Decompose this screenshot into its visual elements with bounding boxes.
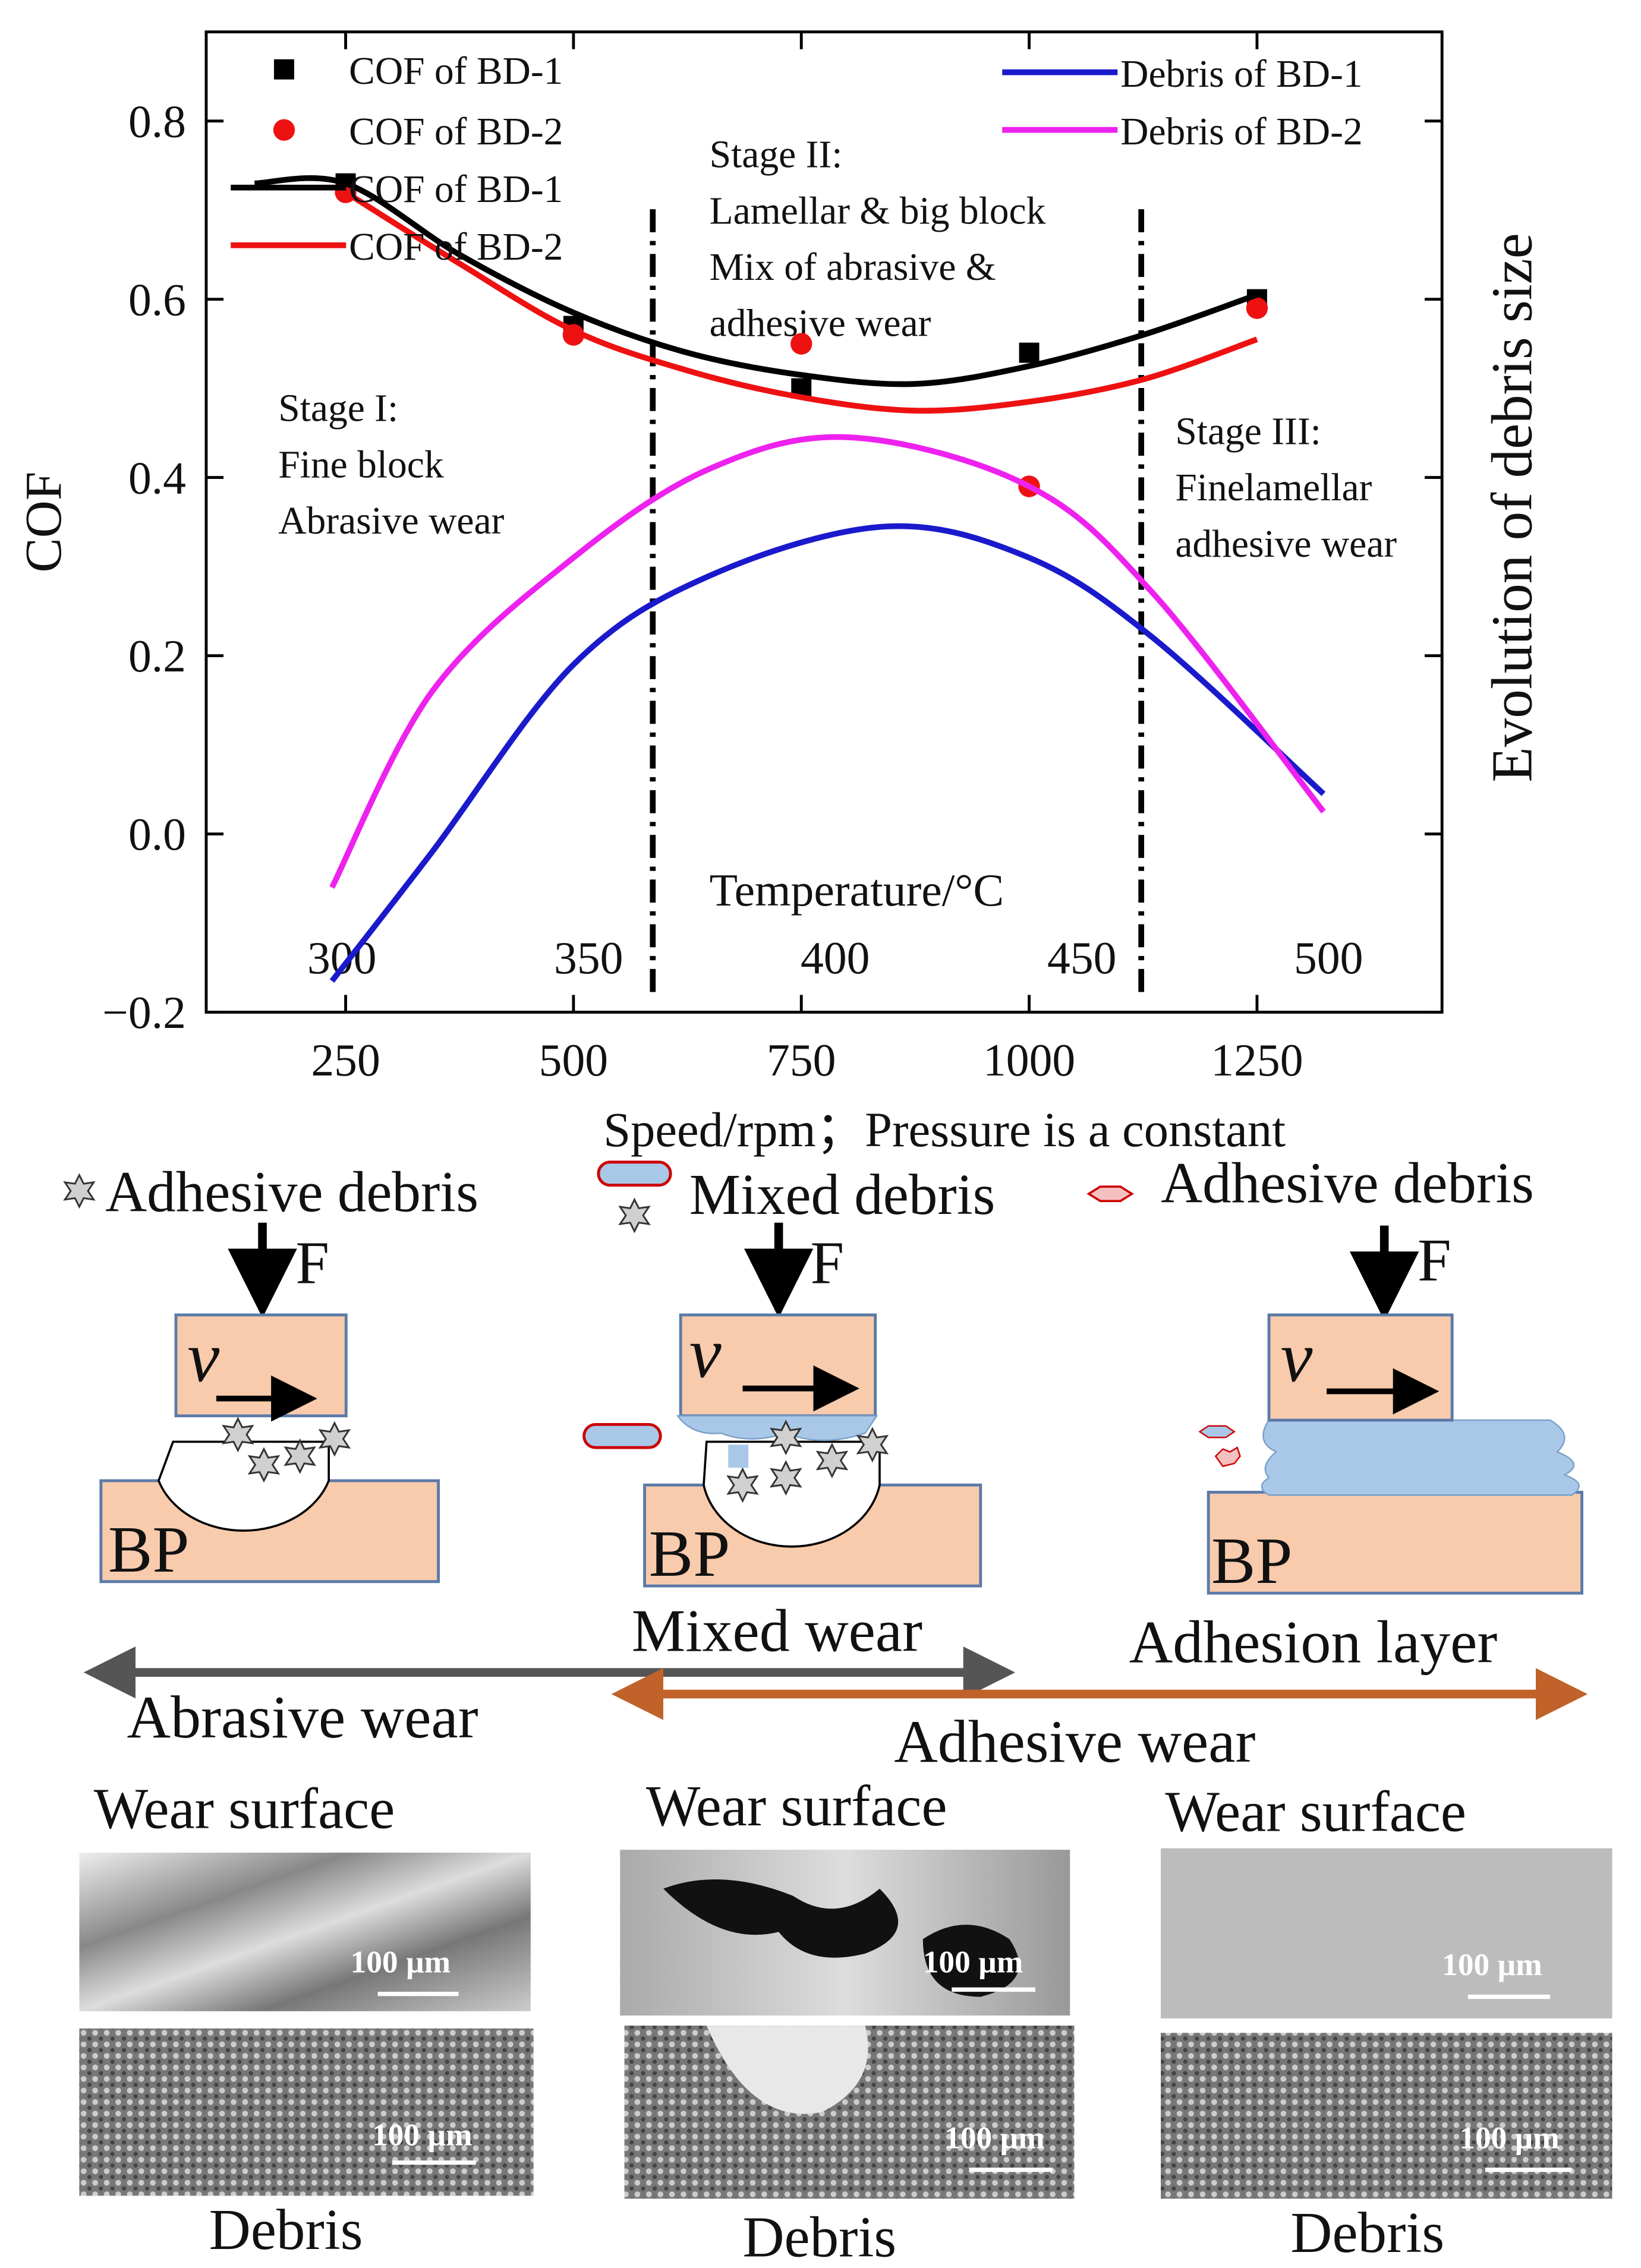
y-tick-label: 0.8: [128, 96, 186, 147]
icon: [597, 1160, 672, 1187]
debris-title: Debris: [742, 2205, 896, 2268]
wear-feature: [706, 2026, 868, 2114]
surface-title: Wear surface: [1165, 1780, 1466, 1844]
scale-label: 100 µm: [923, 1944, 1023, 1979]
y2-axis-label: Evolution of debris size: [1481, 233, 1544, 782]
point: [1019, 342, 1040, 363]
velocity-label: v: [689, 1313, 722, 1393]
velocity-label: v: [187, 1318, 219, 1398]
annotation: Stage I:: [278, 387, 398, 430]
transfer-layer: [676, 1415, 878, 1441]
x-tick-label: 500: [539, 1034, 608, 1086]
regime-label: Adhesive wear: [894, 1708, 1255, 1775]
wear-feature: [663, 1879, 1019, 1997]
x2-axis-label: Temperature/°C: [710, 865, 1004, 916]
legend-label: Debris of BD-1: [1120, 53, 1362, 96]
icon: [619, 1198, 650, 1232]
annotation: Stage III:: [1175, 411, 1321, 453]
micrograph: [79, 2028, 534, 2196]
debris: [582, 1422, 662, 1449]
annotation: adhesive wear: [1175, 523, 1397, 566]
annotation: adhesive wear: [710, 302, 931, 345]
legend-label: COF of BD-1: [349, 168, 563, 211]
debris: [1198, 1425, 1236, 1439]
debris: [1214, 1446, 1241, 1468]
legend-marker: [273, 119, 295, 141]
y-tick-label: 0.4: [128, 452, 186, 503]
x2-tick-label: 400: [801, 932, 870, 983]
y-tick-label: −0.2: [102, 987, 186, 1038]
surface-title: Wear surface: [94, 1777, 395, 1841]
wear-label: Adhesion layer: [1129, 1609, 1498, 1676]
scale-label: 100 µm: [944, 2119, 1045, 2155]
adhesion-layer: [1261, 1419, 1580, 1496]
regime-label: Abrasive wear: [127, 1684, 478, 1751]
fit-line: [329, 434, 1326, 889]
x2-tick-label: 500: [1294, 932, 1363, 983]
y-axis-label: COF: [14, 472, 72, 573]
force-label: F: [811, 1230, 845, 1297]
fit-line: [344, 190, 1258, 414]
force-label: F: [295, 1230, 329, 1297]
wear-label: Mixed wear: [632, 1597, 922, 1664]
velocity-label: v: [1280, 1318, 1312, 1398]
annotation: Fine block: [278, 443, 444, 486]
debris: [728, 1444, 749, 1468]
point: [790, 333, 812, 355]
legend-label: COF of BD-1: [349, 50, 563, 93]
icon: [1086, 1185, 1134, 1203]
icon: [64, 1174, 95, 1208]
x-tick-label: 750: [767, 1034, 836, 1086]
legend-label: Adhesive debris: [1161, 1152, 1534, 1215]
annotation: Finelamellar: [1175, 466, 1372, 509]
base-label: BP: [649, 1518, 730, 1591]
legend-label: Mixed debris: [689, 1163, 996, 1226]
legend-label: COF of BD-2: [349, 226, 563, 269]
scale-label: 100 µm: [1442, 1947, 1542, 1982]
x-tick-label: 1250: [1211, 1034, 1303, 1086]
base-label: BP: [1211, 1525, 1293, 1598]
micrograph: [1161, 1848, 1612, 2018]
point: [1246, 297, 1268, 319]
y-tick-label: 0.6: [128, 274, 186, 325]
legend-label: COF of BD-2: [349, 111, 563, 153]
x2-tick-label: 450: [1047, 932, 1116, 983]
legend-label: Adhesive debris: [105, 1160, 478, 1223]
x-tick-label: 1000: [983, 1034, 1075, 1086]
fit-line: [329, 523, 1326, 983]
annotation: Abrasive wear: [278, 500, 504, 542]
y-tick-label: 0.2: [128, 630, 186, 682]
scale-label: 100 µm: [351, 1944, 451, 1979]
annotation: Lamellar & big block: [710, 190, 1046, 232]
annotation: Mix of abrasive &: [710, 246, 996, 289]
debris-title: Debris: [209, 2198, 363, 2261]
diagram: Adhesive debris Mixed debris Adhesive de…: [64, 1152, 1612, 2268]
micrograph: [1161, 2033, 1612, 2199]
x-axis-label: Speed/rpm；Pressure is a constant: [603, 1102, 1286, 1157]
annotation: Stage II:: [710, 134, 843, 176]
x-tick-label: 250: [311, 1034, 380, 1086]
legend-label: Debris of BD-2: [1120, 111, 1362, 153]
x2-tick-label: 350: [554, 932, 623, 983]
y-tick-label: 0.0: [128, 809, 186, 860]
force-label: F: [1418, 1227, 1451, 1294]
scale-label: 100 µm: [372, 2116, 473, 2152]
scale-label: 100 µm: [1459, 2119, 1560, 2155]
base-label: BP: [108, 1513, 190, 1586]
plot-frame: [204, 30, 1444, 1014]
base-block: [1207, 1490, 1583, 1595]
debris-title: Debris: [1290, 2201, 1444, 2264]
legend-marker: [273, 59, 294, 80]
fit-line: [254, 175, 1258, 387]
surface-title: Wear surface: [646, 1774, 947, 1838]
micrograph: [79, 1852, 531, 2011]
